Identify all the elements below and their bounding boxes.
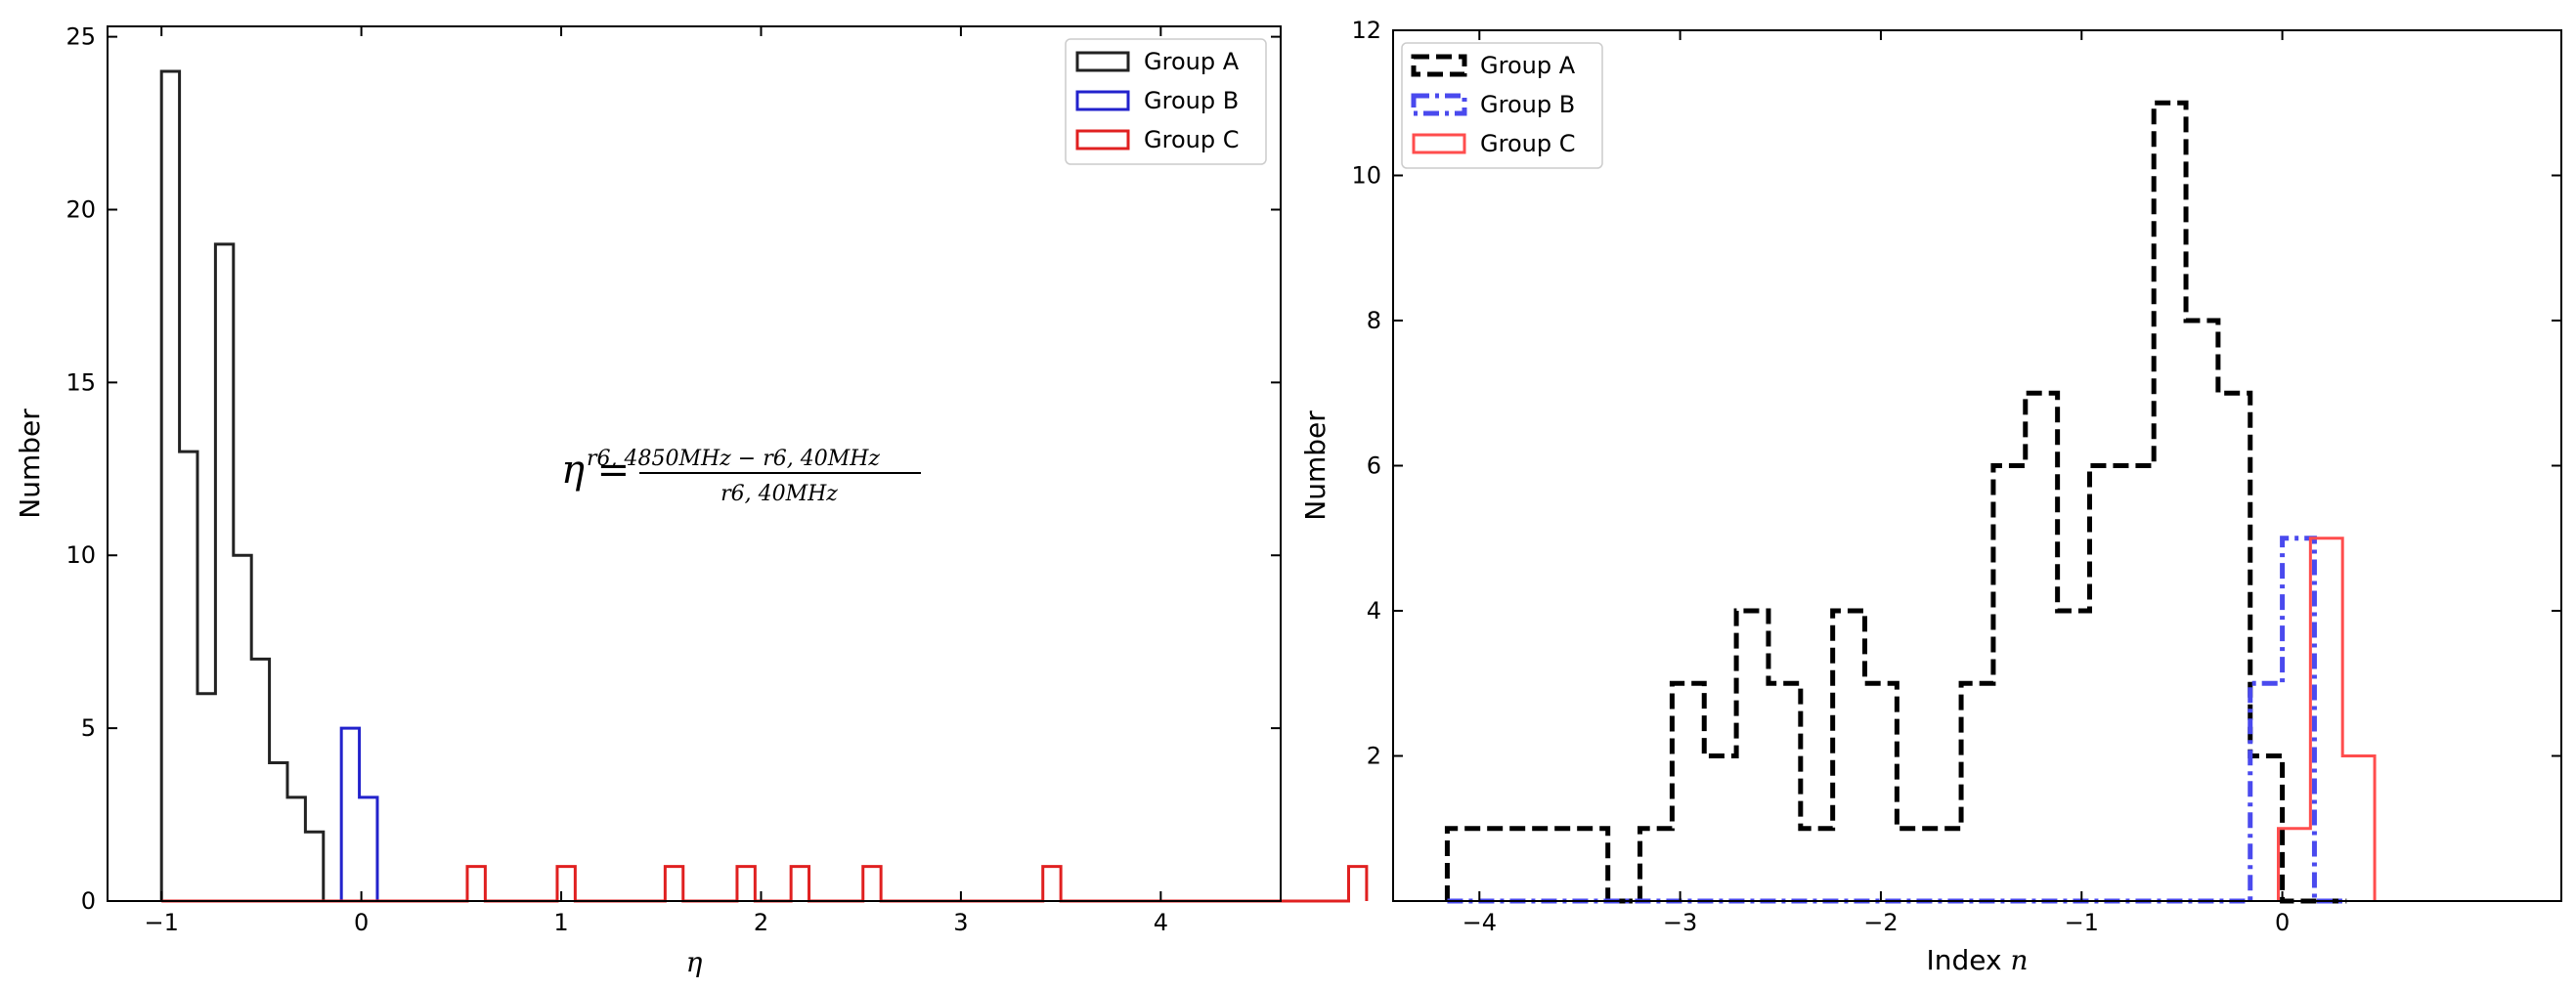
y-tick-label: 25: [65, 23, 96, 51]
y-tick-label: 5: [81, 714, 96, 742]
y-tick-label: 4: [1367, 597, 1381, 624]
x-tick-label: 2: [754, 909, 768, 936]
legend-label: Group B: [1480, 91, 1575, 118]
equation-lhs: η =: [561, 448, 630, 493]
legend-swatch: [1411, 93, 1467, 116]
y-tick-label: 0: [81, 887, 96, 915]
legend-swatch: [1075, 90, 1130, 111]
series-group-a-histogram: [1444, 100, 2347, 904]
x-tick-label: −4: [1463, 909, 1497, 936]
x-tick-label: −2: [1863, 909, 1898, 936]
y-axis-label: Number: [14, 408, 46, 519]
y-tick-label: 10: [65, 541, 96, 569]
legend-swatch: [1411, 54, 1467, 77]
y-tick-label: 2: [1367, 743, 1381, 770]
legend-label: Group B: [1144, 87, 1239, 114]
equation-annotation: η =r6, 4850MHz − r6, 40MHz r6, 40MHz: [561, 447, 921, 506]
equation-denominator: r6, 40MHz: [720, 482, 838, 506]
y-tick-label: 15: [65, 368, 96, 396]
y-tick-label: 8: [1367, 307, 1381, 334]
x-axis-label: Index n: [1926, 944, 2028, 976]
y-tick-label: 12: [1351, 17, 1381, 44]
legend-swatch: [1075, 51, 1130, 72]
x-tick-label: −1: [2065, 909, 2099, 936]
x-tick-label: 0: [2275, 909, 2290, 936]
legend-label: Group A: [1480, 52, 1576, 79]
y-tick-label: 6: [1367, 452, 1381, 480]
legend-swatch: [1412, 133, 1466, 154]
series-group: [1444, 100, 2377, 904]
x-tick-label: −3: [1663, 909, 1697, 936]
x-tick-label: 1: [553, 909, 568, 936]
y-tick-label: 10: [1351, 162, 1381, 190]
x-tick-label: 3: [953, 909, 968, 936]
series-group-b-histogram: [339, 726, 379, 901]
x-tick-label: −1: [145, 909, 179, 936]
equation-numerator: r6, 4850MHz − r6, 40MHz: [587, 447, 880, 471]
y-axis-label: Number: [1299, 410, 1332, 521]
plot-frame: [107, 25, 1282, 902]
x-tick-label: 0: [354, 909, 369, 936]
legend-swatch: [1075, 129, 1130, 150]
x-tick-label: 4: [1154, 909, 1168, 936]
legend: Group A Group B Group C: [1401, 42, 1603, 169]
legend-label: Group A: [1144, 48, 1240, 75]
y-tick-label: 20: [65, 195, 96, 223]
series-group-c-histogram: [2276, 537, 2377, 901]
legend-label: Group C: [1480, 130, 1575, 157]
legend-label: Group C: [1144, 126, 1239, 153]
legend: Group A Group B Group C: [1065, 38, 1267, 165]
series-group-a-histogram: [159, 69, 326, 901]
x-axis-label: η: [686, 946, 703, 978]
